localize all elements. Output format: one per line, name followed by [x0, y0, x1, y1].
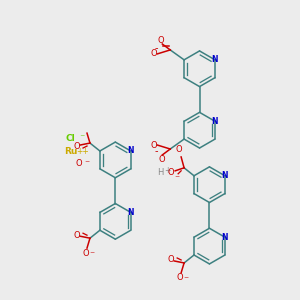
Text: O: O: [150, 140, 157, 149]
Text: O: O: [150, 50, 157, 58]
Text: ⁻: ⁻: [175, 175, 180, 185]
Text: Ru: Ru: [64, 148, 77, 157]
Text: O: O: [177, 273, 183, 282]
Text: H: H: [157, 168, 163, 177]
Text: O: O: [168, 168, 175, 177]
Text: O: O: [168, 256, 175, 265]
Text: N: N: [212, 117, 218, 126]
Text: O: O: [159, 155, 166, 164]
Text: ⁻: ⁻: [184, 275, 189, 285]
Text: N: N: [128, 146, 134, 155]
Text: -: -: [154, 146, 158, 156]
Text: N: N: [212, 55, 218, 64]
Text: O: O: [176, 146, 182, 154]
Text: -: -: [154, 43, 158, 53]
Text: N: N: [222, 233, 228, 242]
Text: +: +: [165, 166, 171, 175]
Text: N: N: [128, 208, 134, 217]
Text: ⁻: ⁻: [89, 250, 94, 260]
Text: O: O: [74, 142, 80, 151]
Text: ⁻: ⁻: [84, 159, 89, 169]
Text: O: O: [83, 248, 89, 257]
Text: N: N: [222, 171, 228, 180]
Text: ++: ++: [76, 148, 89, 157]
Text: Cl: Cl: [66, 134, 76, 142]
Text: O: O: [158, 35, 165, 44]
Text: ⁻: ⁻: [76, 133, 85, 143]
Text: O: O: [75, 159, 82, 168]
Text: O: O: [74, 231, 80, 240]
